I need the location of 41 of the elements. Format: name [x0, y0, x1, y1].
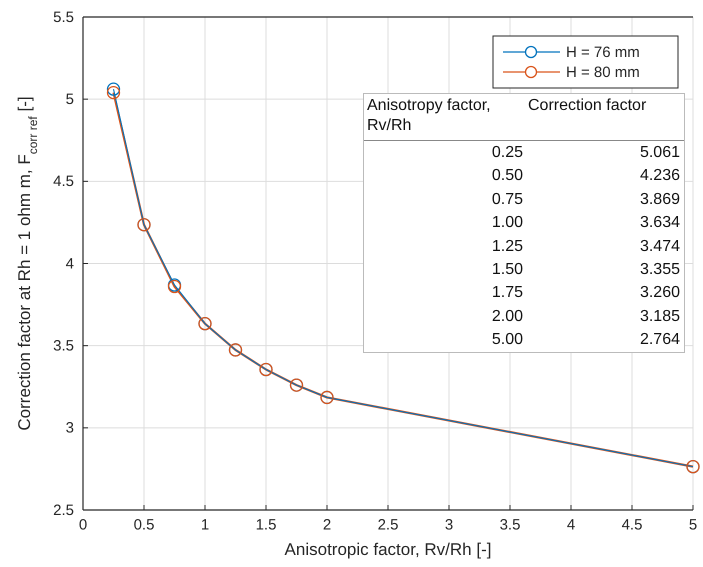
y-tick-label: 5	[66, 90, 74, 108]
x-tick-label: 0.5	[134, 516, 154, 534]
annotation: Anisotropy factor, Rv/Rh	[367, 96, 492, 136]
annotation: 0.25	[490, 143, 523, 163]
x-tick-label: 1	[200, 516, 210, 534]
x-tick-label: 3	[444, 516, 454, 534]
y-tick-label: 5.5	[53, 8, 74, 26]
legend-label: H = 80 mm	[566, 64, 640, 81]
annotation: 1.50	[490, 260, 523, 280]
annotation: 1.00	[490, 213, 523, 234]
y-tick-label: 3	[66, 420, 74, 437]
annotation: 3.185	[638, 306, 680, 327]
x-tick-label: 1.5	[256, 516, 276, 534]
annotation: 2.764	[638, 330, 680, 350]
annotation: 3.474	[638, 236, 680, 257]
x-axis-title: Anisotropic factor, Rv/Rh [-]	[284, 540, 492, 559]
legend-label: H = 76 mm	[566, 44, 640, 61]
annotation: 0.50	[490, 166, 523, 186]
annotation: 3.869	[638, 190, 680, 210]
y-tick-label: 4.5	[53, 173, 74, 190]
y-tick-label: 4	[66, 255, 74, 272]
annotation: 1.75	[490, 283, 523, 304]
x-tick-label: 3.5	[500, 516, 520, 534]
annotation: 3.355	[638, 260, 680, 280]
annotation: 5.00	[490, 330, 523, 350]
annotation: 2.00	[490, 306, 523, 327]
annotation: 3.260	[638, 283, 680, 304]
y-tick-label: 2.5	[53, 502, 74, 519]
x-tick-label: 0	[78, 516, 88, 534]
annotation: Correction factor	[527, 96, 648, 116]
annotation: 1.25	[490, 236, 523, 257]
y-tick-label: 3.5	[53, 337, 74, 354]
annotation: 3.634	[638, 213, 680, 234]
annotation: 5.061	[638, 143, 680, 163]
x-tick-label: 4.5	[622, 516, 642, 534]
x-tick-label: 4	[566, 516, 576, 534]
annotation: 0.75	[490, 190, 523, 210]
x-tick-label: 2.5	[378, 516, 398, 534]
x-tick-label: 2	[322, 516, 332, 534]
x-tick-label: 5	[688, 516, 698, 534]
annotation: 4.236	[638, 166, 680, 186]
